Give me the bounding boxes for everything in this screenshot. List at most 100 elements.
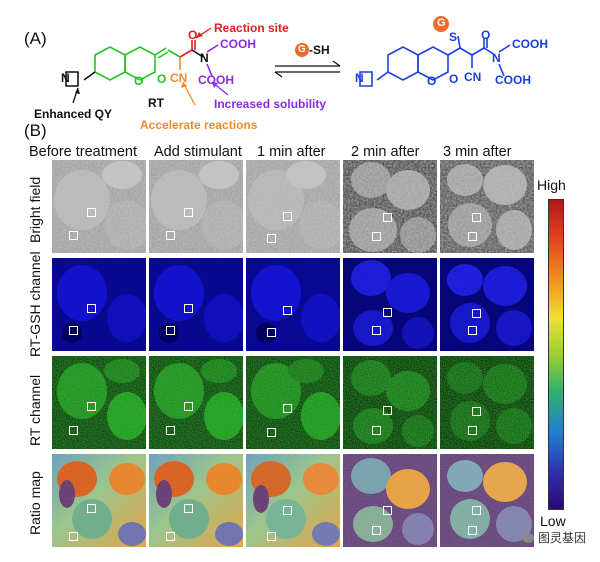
roi-box (69, 532, 78, 541)
solubility-label: Increased solubility (214, 97, 327, 111)
roi-box (69, 231, 78, 240)
row-header-rt: RT channel (27, 374, 43, 446)
roi-box (372, 426, 381, 435)
roi-box (283, 506, 292, 515)
ratio-3min (440, 454, 534, 547)
ratio-before (52, 454, 146, 547)
roi-box (184, 402, 193, 411)
roi-box (383, 406, 392, 415)
product-cooh-bottom: COOH (495, 73, 531, 87)
roi-box (267, 428, 276, 437)
bright-field-before (52, 160, 146, 253)
product-n-atom: N (355, 71, 364, 85)
roi-box (184, 208, 193, 217)
col-header-3min: 3 min after (443, 144, 512, 160)
wechat-icon (522, 532, 534, 543)
rtgsh-before (52, 258, 146, 351)
roi-box (468, 426, 477, 435)
roi-box (166, 532, 175, 541)
panel-a-label: (A) (24, 29, 47, 48)
roi-box (69, 426, 78, 435)
ratio-stimulant (149, 454, 243, 547)
roi-box (267, 328, 276, 337)
rt-3min (440, 356, 534, 449)
product-cn: CN (464, 70, 482, 84)
rt-o-ring-atom: O (134, 74, 144, 88)
rt-cn-group: CN (170, 71, 188, 85)
product-cooh-top: COOH (512, 37, 548, 51)
product-s-atom: S (449, 30, 458, 44)
roi-box (383, 308, 392, 317)
rt-name-label: RT (148, 96, 164, 110)
bright-field-1min (246, 160, 340, 253)
col-header-before: Before treatment (29, 144, 137, 160)
watermark-text: 图灵基因 (538, 531, 587, 545)
row-header-bright: Bright field (27, 176, 43, 243)
qy-label: Enhanced QY (34, 107, 113, 121)
product-o-ring: O (427, 74, 437, 88)
panel-a-structures (65, 16, 511, 106)
roi-box (267, 234, 276, 243)
roi-box (383, 213, 392, 222)
rt-acrylamide (167, 40, 219, 77)
roi-box (184, 504, 193, 513)
rt-gsh-azetidine (359, 71, 389, 87)
reagent-ball (295, 43, 309, 57)
bright-field-3min (440, 160, 534, 253)
roi-box (372, 326, 381, 335)
product-carbonyl-o: O (449, 72, 459, 86)
rt-n-atom: N (61, 71, 70, 85)
row-header-rtgsh: RT-GSH channel (27, 251, 43, 357)
product-g-letter: G (437, 17, 446, 29)
reagent-g-letter: G (298, 44, 306, 55)
roi-box (472, 309, 481, 318)
rtgsh-3min (440, 258, 534, 351)
colorbar-high-label: High (537, 177, 566, 193)
bright-field-stimulant (149, 160, 243, 253)
roi-box (472, 407, 481, 416)
rtgsh-stimulant (149, 258, 243, 351)
rt-stimulant (149, 356, 243, 449)
rtgsh-1min (246, 258, 340, 351)
ratio-2min (343, 454, 437, 547)
colorbar-low-label: Low (540, 513, 566, 529)
rt-1min (246, 356, 340, 449)
roi-box (166, 426, 175, 435)
col-header-1min: 1 min after (257, 144, 326, 160)
product-amide-o: O (481, 28, 491, 42)
roi-box (166, 231, 175, 240)
roi-box (69, 326, 78, 335)
rt-cooh-bottom: COOH (198, 73, 234, 87)
roi-box (184, 304, 193, 313)
rt-carbonyl-o: O (157, 72, 167, 86)
bright-field-2min (343, 160, 437, 253)
row-header-ratio: Ratio map (27, 471, 43, 535)
roi-box (472, 506, 481, 515)
roi-box (383, 506, 392, 515)
roi-box (283, 404, 292, 413)
rt-amide-n: N (200, 51, 209, 65)
roi-box (472, 213, 481, 222)
colorbar (548, 199, 564, 510)
roi-box (87, 402, 96, 411)
product-amide-n: N (492, 51, 501, 65)
rtgsh-2min (343, 258, 437, 351)
reaction-site-label: Reaction site (214, 21, 289, 35)
roi-box (468, 326, 477, 335)
roi-box (87, 304, 96, 313)
roi-box (283, 212, 292, 221)
panel-b-label: (B) (24, 121, 47, 140)
image-grid (52, 160, 537, 547)
roi-box (283, 306, 292, 315)
roi-box (372, 526, 381, 535)
rt-amide-o: O (188, 28, 198, 42)
accelerate-label: Accelerate reactions (140, 118, 258, 132)
equilibrium-arrows (274, 60, 341, 78)
reagent-sh-label: -SH (309, 43, 330, 57)
ratio-1min (246, 454, 340, 547)
roi-box (372, 232, 381, 241)
rt-azetidine (65, 71, 96, 87)
annotation-arrows (72, 27, 229, 106)
col-header-2min: 2 min after (351, 144, 420, 160)
rt-2min (343, 356, 437, 449)
